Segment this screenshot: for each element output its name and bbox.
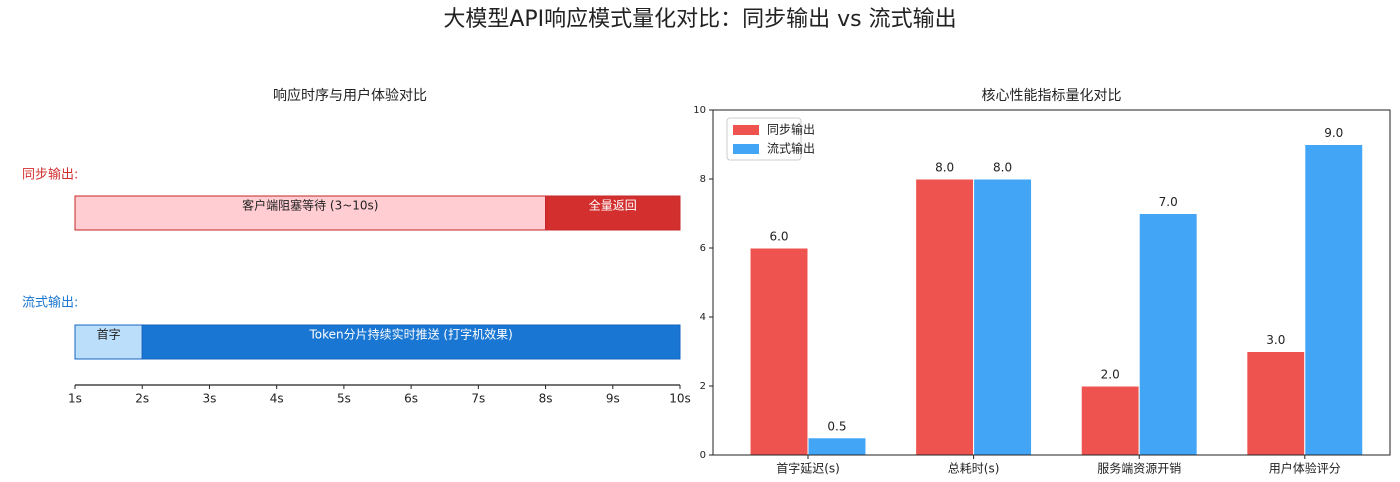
- y-tick-label: 10: [693, 105, 706, 116]
- bar: [1246, 351, 1306, 456]
- value-label: 7.0: [1159, 195, 1178, 209]
- axes-title: 响应时序与用户体验对比: [273, 87, 427, 104]
- legend-label: 同步输出: [767, 122, 815, 137]
- axes-title: 核心性能指标量化对比: [982, 88, 1122, 104]
- segment-label: Token分片持续实时推送 (打字机效果): [308, 327, 512, 342]
- x-tick-label: 服务端资源开销: [1097, 461, 1181, 476]
- x-tick-label: 首字延迟(s): [776, 461, 840, 476]
- segment-label: 客户端阻塞等待 (3~10s): [242, 198, 378, 213]
- x-tick-label: 用户体验评分: [1269, 461, 1341, 476]
- x-tick-label: 4s: [270, 392, 284, 406]
- x-tick-label: 2s: [135, 392, 149, 406]
- segment-label: 首字: [97, 327, 121, 342]
- bar: [749, 247, 809, 456]
- x-tick-label: 9s: [606, 392, 620, 406]
- x-tick-label: 1s: [68, 392, 82, 406]
- y-tick-label: 0: [700, 450, 706, 461]
- x-tick-label: 6s: [404, 392, 418, 406]
- bar: [807, 437, 867, 456]
- value-label: 3.0: [1266, 333, 1285, 347]
- segment: [545, 195, 681, 231]
- bar: [1080, 385, 1140, 456]
- segment-label: 全量返回: [589, 198, 637, 213]
- row-label: 同步输出:: [22, 167, 78, 183]
- x-tick-label: 8s: [539, 392, 553, 406]
- legend-swatch: [733, 125, 759, 135]
- bar: [1304, 144, 1364, 456]
- bar: [915, 178, 975, 456]
- x-tick-label: 3s: [202, 392, 216, 406]
- y-tick-label: 2: [700, 381, 706, 392]
- value-label: 6.0: [769, 230, 788, 244]
- value-label: 8.0: [993, 161, 1012, 175]
- value-label: 9.0: [1324, 126, 1343, 140]
- row-label: 流式输出:: [22, 295, 78, 311]
- figure-title: 大模型API响应模式量化对比：同步输出 vs 流式输出: [443, 7, 956, 32]
- axes-frame: [712, 109, 1391, 456]
- legend-label: 流式输出: [767, 141, 815, 156]
- segment: [141, 324, 681, 360]
- x-tick-label: 7s: [471, 392, 485, 406]
- value-label: 2.0: [1101, 368, 1120, 382]
- legend-swatch: [733, 144, 759, 154]
- bar: [973, 178, 1033, 456]
- y-tick-label: 8: [700, 174, 706, 185]
- x-tick-label: 10s: [669, 392, 691, 406]
- y-tick-label: 4: [700, 312, 706, 323]
- bar: [1138, 213, 1198, 456]
- y-tick-label: 6: [700, 243, 706, 254]
- segment: [74, 195, 547, 231]
- x-tick-label: 5s: [337, 392, 351, 406]
- value-label: 0.5: [827, 419, 846, 433]
- value-label: 8.0: [935, 161, 954, 175]
- x-tick-label: 总耗时(s): [948, 462, 1000, 476]
